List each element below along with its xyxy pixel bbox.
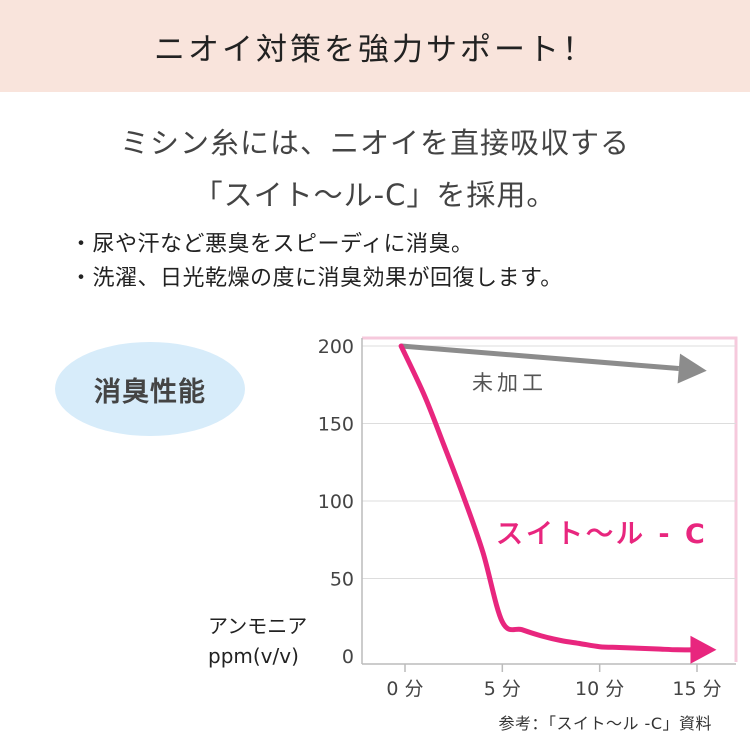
x-tick-label: 15 分 [672,678,721,700]
deodorizing-badge: 消臭性能 [55,342,245,436]
x-tick-label: 10 分 [575,678,624,700]
y-tick-label: 0 [342,646,354,668]
badge-label: 消臭性能 [94,376,206,408]
series-label-treated: スイト〜ル - C [496,519,708,550]
y-tick-label: 200 [318,336,354,358]
series-arrowhead-treated [690,635,717,664]
series-line-treated [398,343,700,653]
source-note: 参考：「スイト〜ル -C」資料 [498,714,712,733]
chart-frame [362,336,738,662]
feature-item: ・洗濯、日光乾燥の度に消臭効果が回復します。 [70,266,563,291]
header-band: ニオイ対策を強力サポート！ [0,0,750,92]
series-arrowhead-untreated [677,353,707,384]
y-tick-label: 50 [330,569,354,591]
feature-item: ・尿や汗など悪臭をスピーディに消臭。 [70,232,474,257]
header-title: ニオイ対策を強力サポート！ [154,31,596,68]
series-line-untreated [400,343,680,372]
lead-line-2: 「スイト〜ル-C」を採用。 [193,178,557,212]
series-label-untreated: 未加工 [472,371,547,395]
x-tick-label: 5 分 [484,678,521,700]
feature-list: ・尿や汗など悪臭をスピーディに消臭。 ・洗濯、日光乾燥の度に消臭効果が回復します… [70,228,563,296]
y-tick-label: 150 [318,414,354,436]
x-tick-label: 0 分 [386,678,423,700]
y-axis-label: アンモニア [208,614,307,638]
y-axis-label: ppm(v/v) [208,644,299,668]
y-tick-label: 100 [318,491,354,513]
lead-line-1: ミシン糸には、ニオイを直接吸収する [119,126,630,160]
